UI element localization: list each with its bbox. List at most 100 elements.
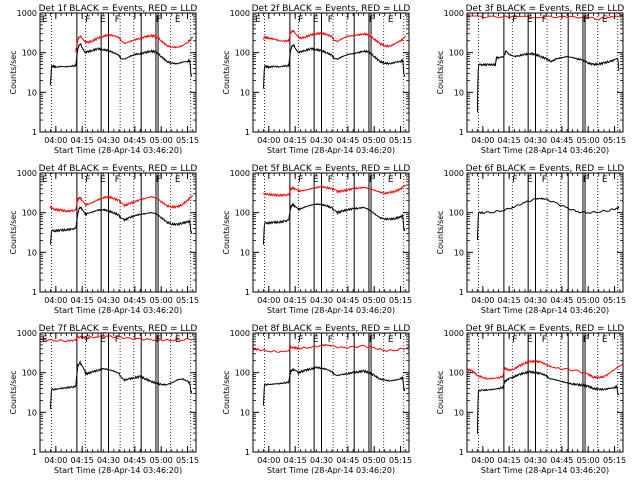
x-tick-label: 04:45 xyxy=(550,456,573,465)
flag-label: F xyxy=(115,15,120,25)
y-tick-label: 10 xyxy=(240,88,250,97)
flag-label: E xyxy=(100,335,106,345)
x-tick-label: 04:45 xyxy=(123,456,146,465)
y-tick-label: 10 xyxy=(27,248,37,257)
x-tick-label: 04:15 xyxy=(498,296,521,305)
x-tick-label: 04:00 xyxy=(44,136,67,145)
flag-label: F xyxy=(156,175,161,185)
y-tick-label: 1 xyxy=(459,128,464,137)
plot-area xyxy=(50,13,194,132)
flag-label: F xyxy=(156,335,161,345)
y-tick-label: 100 xyxy=(235,369,250,378)
flag-label: E xyxy=(388,175,394,185)
axes-frame xyxy=(466,172,624,293)
flag-label: E xyxy=(42,15,48,25)
lld-series-line xyxy=(40,334,196,343)
y-axis-label: Counts/sec xyxy=(222,210,231,254)
chart-title: Det 2f BLACK = Events, RED = LLD xyxy=(252,4,411,14)
y-tick-label: 1 xyxy=(32,128,37,137)
x-tick-label: 05:00 xyxy=(363,456,386,465)
flag-label: F xyxy=(156,15,161,25)
events-series-line xyxy=(477,197,620,240)
x-tick-label: 04:30 xyxy=(524,456,547,465)
x-tick-label: 04:30 xyxy=(310,456,333,465)
x-tick-label: 04:45 xyxy=(550,296,573,305)
x-tick-label: 05:00 xyxy=(150,136,173,145)
flag-label: F xyxy=(115,335,120,345)
flag-label: F xyxy=(369,335,374,345)
flag-label: F xyxy=(512,335,517,345)
lld-series-line xyxy=(467,359,623,380)
y-tick-label: 1 xyxy=(459,448,464,457)
x-tick-label: 04:15 xyxy=(284,296,307,305)
x-axis-label: Start Time (28-Apr-14 03:46:20) xyxy=(481,466,609,475)
x-tick-label: 04:00 xyxy=(257,456,280,465)
x-tick-label: 04:45 xyxy=(336,296,359,305)
y-tick-label: 1 xyxy=(32,288,37,297)
y-tick-label: 100 xyxy=(22,209,37,218)
x-tick-label: 04:15 xyxy=(498,456,521,465)
flag-label: E xyxy=(527,15,533,25)
chart-title: Det 3f BLACK = Events, RED = LLD xyxy=(466,4,625,14)
y-tick-label: 100 xyxy=(449,49,464,58)
flag-label: F xyxy=(85,335,90,345)
y-tick-label: 10 xyxy=(27,408,37,417)
x-tick-label: 04:15 xyxy=(498,136,521,145)
flag-label: E xyxy=(175,335,181,345)
x-axis-label: Start Time (28-Apr-14 03:46:20) xyxy=(267,466,395,475)
x-tick-label: 05:15 xyxy=(603,296,626,305)
flag-label: F xyxy=(542,335,547,345)
plot-area xyxy=(467,13,623,132)
x-tick-label: 04:00 xyxy=(44,456,67,465)
x-tick-label: 05:00 xyxy=(363,136,386,145)
y-tick-label: 1000 xyxy=(444,169,464,178)
x-tick-label: 05:15 xyxy=(389,456,412,465)
y-tick-label: 10 xyxy=(454,88,464,97)
y-axis-label: Counts/sec xyxy=(436,210,445,254)
y-tick-label: 1 xyxy=(459,288,464,297)
x-axis-label: Start Time (28-Apr-14 03:46:20) xyxy=(267,306,395,315)
flag-label: F xyxy=(369,15,374,25)
x-tick-label: 04:15 xyxy=(284,456,307,465)
plot-area xyxy=(40,333,196,452)
flag-label: E xyxy=(313,335,319,345)
y-tick-label: 100 xyxy=(235,49,250,58)
x-tick-label: 05:00 xyxy=(150,296,173,305)
events-series-line xyxy=(50,360,193,410)
chart-title: Det 9f BLACK = Events, RED = LLD xyxy=(466,324,625,334)
plot-area xyxy=(263,13,406,132)
x-tick-label: 04:45 xyxy=(550,136,573,145)
x-tick-label: 05:15 xyxy=(603,136,626,145)
flag-label: F xyxy=(328,15,333,25)
x-axis-label: Start Time (28-Apr-14 03:46:20) xyxy=(54,466,182,475)
x-tick-label: 05:15 xyxy=(176,456,199,465)
y-tick-label: 100 xyxy=(449,209,464,218)
x-tick-label: 04:15 xyxy=(71,136,94,145)
flag-label: E xyxy=(602,175,608,185)
axes-frame xyxy=(39,332,197,453)
x-tick-label: 05:00 xyxy=(577,456,600,465)
flag-label: E xyxy=(100,15,106,25)
axes-frame xyxy=(39,12,197,133)
x-tick-label: 04:00 xyxy=(257,296,280,305)
x-tick-label: 04:30 xyxy=(524,136,547,145)
flag-label: F xyxy=(85,175,90,185)
chart-title: Det 5f BLACK = Events, RED = LLD xyxy=(252,164,411,174)
x-tick-label: 04:45 xyxy=(336,456,359,465)
x-tick-label: 05:15 xyxy=(603,456,626,465)
x-tick-label: 04:00 xyxy=(471,136,494,145)
flag-label: F xyxy=(328,175,333,185)
x-tick-label: 05:00 xyxy=(363,296,386,305)
flag-label: E xyxy=(100,175,106,185)
axes-frame xyxy=(252,12,410,133)
y-axis-label: Counts/sec xyxy=(9,210,18,254)
flag-label: F xyxy=(583,335,588,345)
y-tick-label: 10 xyxy=(27,88,37,97)
axes-frame xyxy=(466,332,624,453)
y-tick-label: 1 xyxy=(32,448,37,457)
